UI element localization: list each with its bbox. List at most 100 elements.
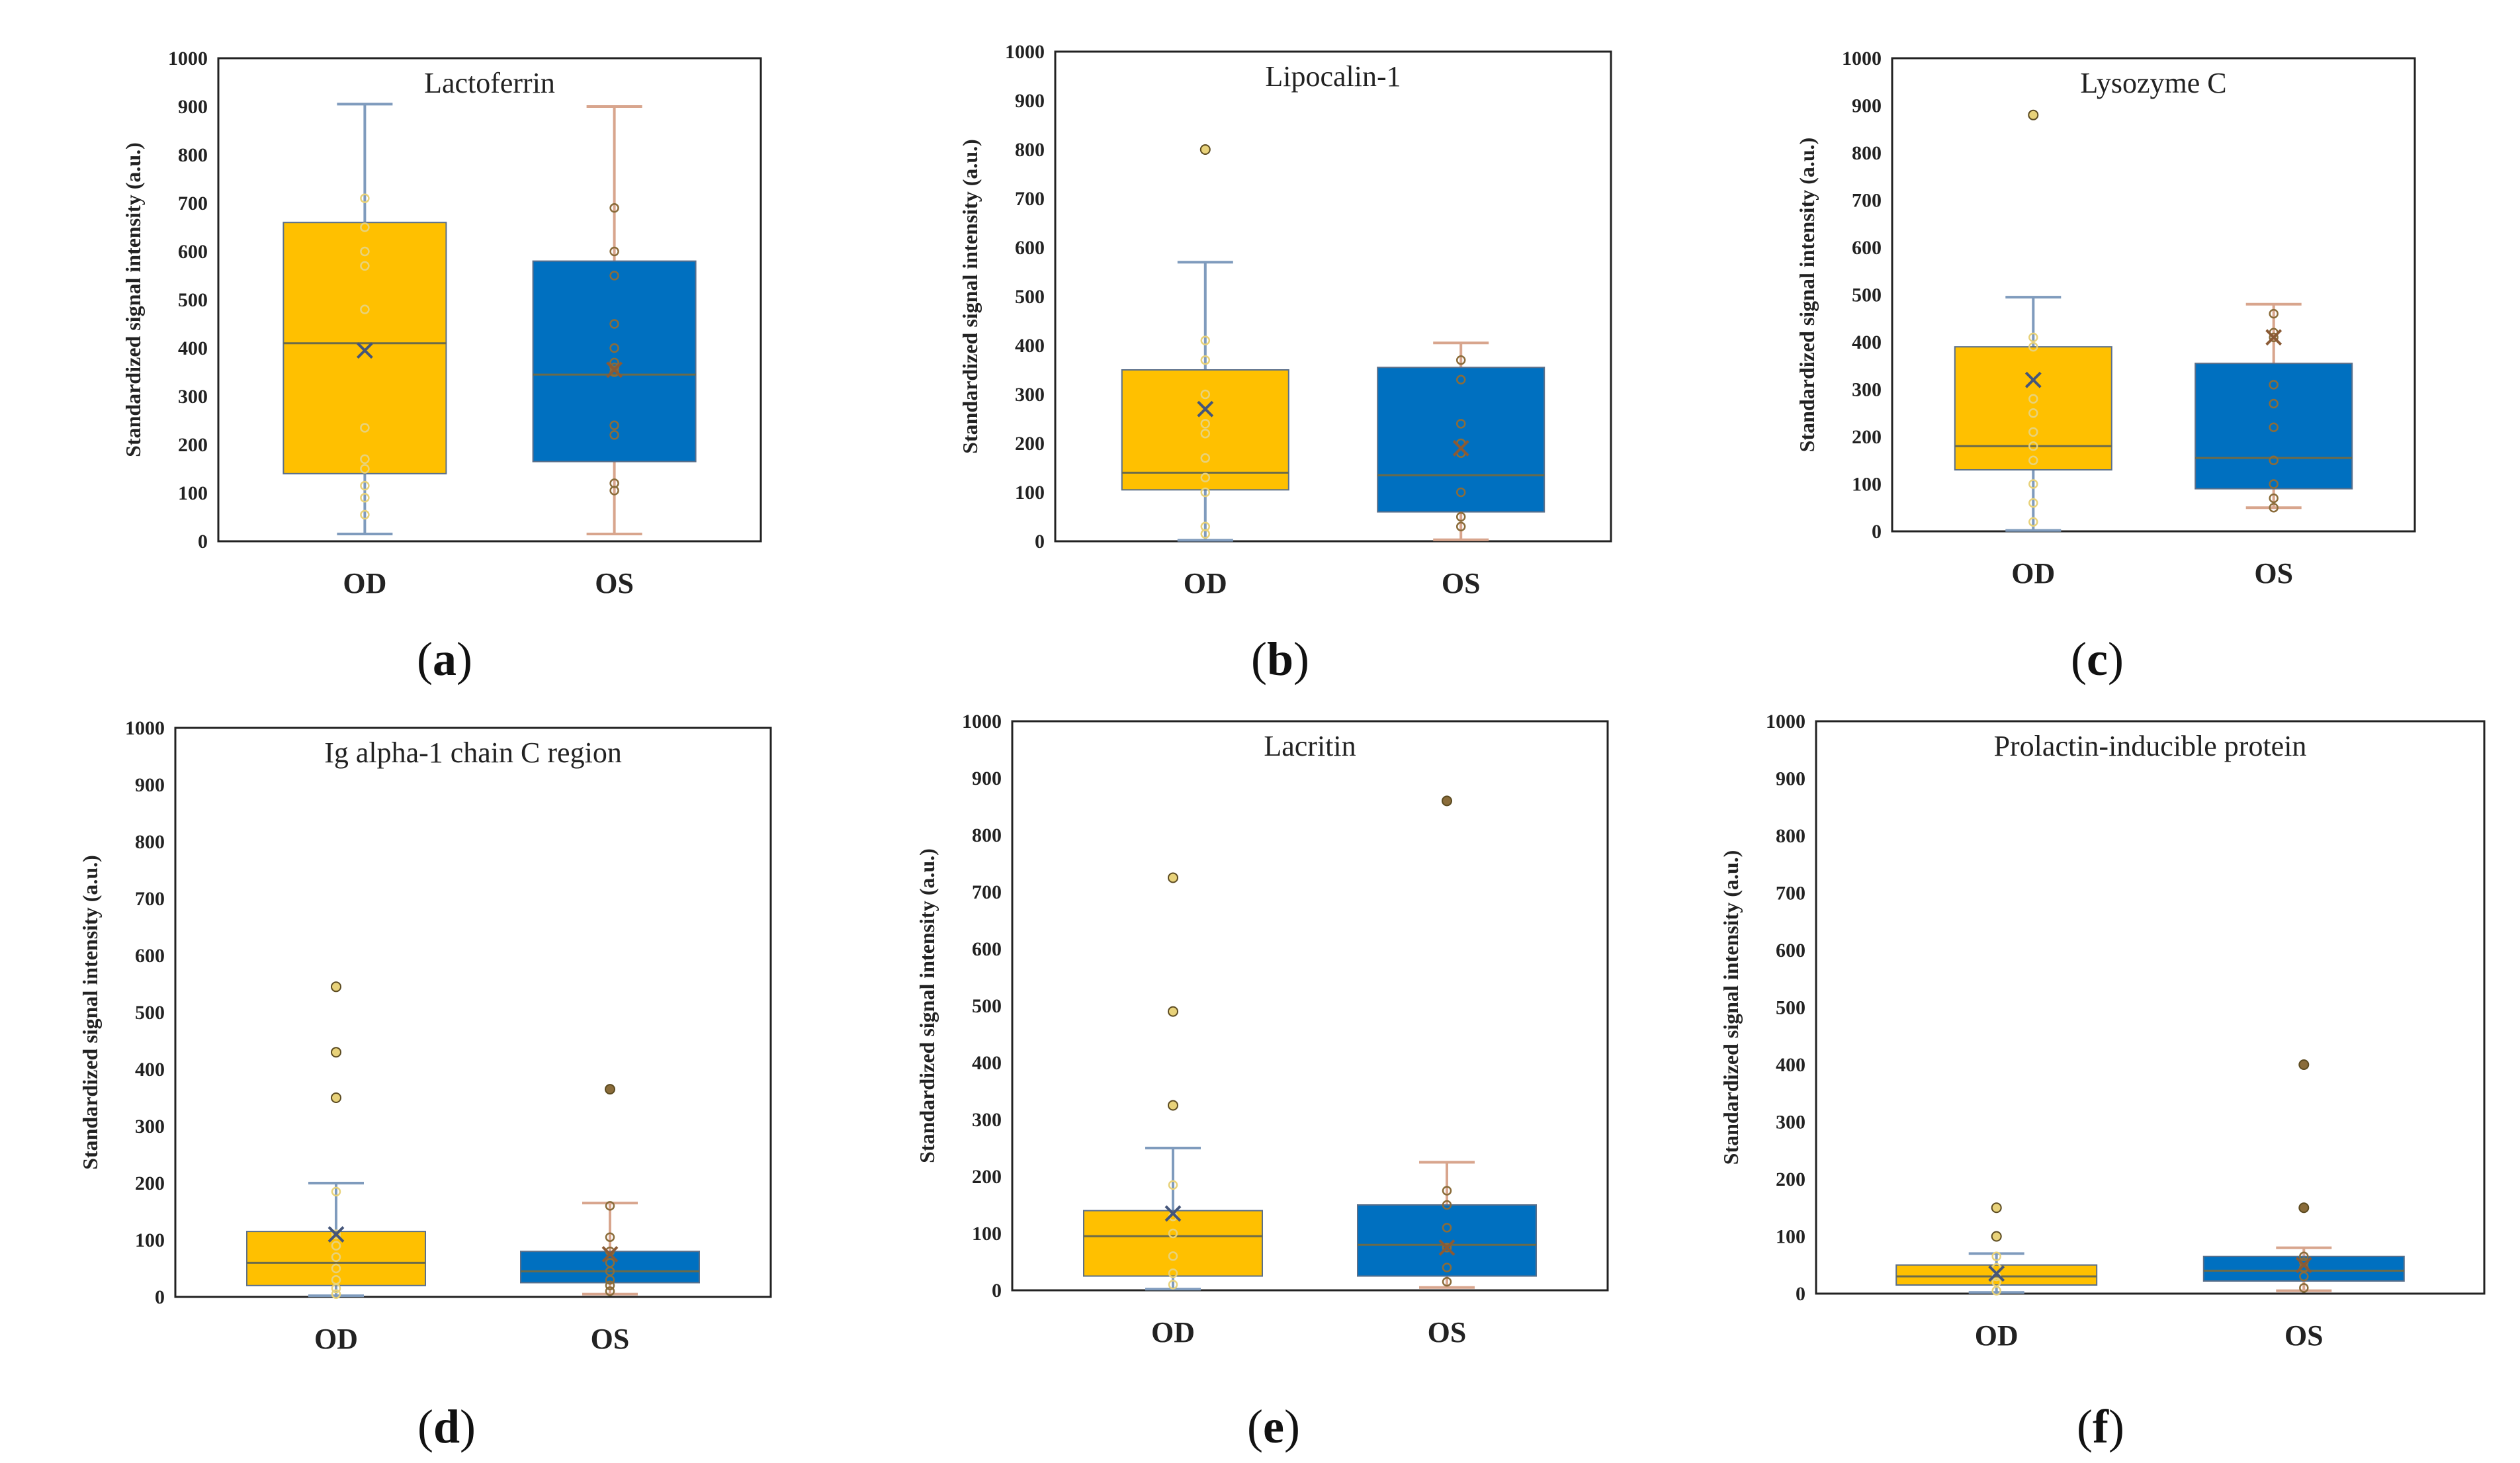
category-label: OD: [314, 1323, 358, 1355]
chart-title: Ig alpha-1 chain C region: [324, 736, 622, 769]
y-tick-label: 700: [1852, 190, 1882, 212]
box-iqr: [532, 260, 697, 463]
outlier-point: [1168, 1100, 1178, 1111]
data-point: [609, 319, 619, 329]
data-point: [609, 246, 619, 257]
data-point: [331, 1229, 341, 1239]
y-tick-label: 600: [972, 938, 1002, 960]
panel-f: 0 100 200 300 400 500 600 700 800 900 1000 Standard…: [1719, 711, 2486, 1453]
y-tick-label: 0: [992, 1280, 1002, 1302]
y-tick-label: 400: [972, 1052, 1002, 1074]
data-point: [1991, 1251, 2001, 1262]
y-tick-label: 800: [1015, 139, 1045, 161]
series-OD: [1954, 109, 2112, 532]
outlier-point: [1991, 1202, 2002, 1214]
data-point: [1442, 1243, 1452, 1253]
data-point: [2028, 479, 2038, 489]
category-label: OS: [1442, 567, 1481, 599]
y-tick-label: 800: [1852, 142, 1882, 164]
y-tick-label: 700: [972, 881, 1002, 903]
category-label: OS: [595, 567, 634, 599]
data-point: [1168, 1268, 1178, 1278]
mean-marker: [2024, 371, 2042, 388]
data-point: [2269, 308, 2279, 319]
data-point: [2028, 517, 2038, 527]
y-tick-label: 1000: [1005, 41, 1045, 63]
data-point: [360, 480, 370, 491]
y-axis-label: Standardized signal intensity (a.u.): [121, 142, 145, 457]
outlier-point: [2028, 109, 2039, 120]
chart-title: Lysozyme C: [2080, 67, 2226, 99]
data-point: [2299, 1283, 2309, 1293]
outlier-point: [331, 1047, 341, 1058]
data-point: [2269, 422, 2279, 432]
data-point: [2028, 341, 2038, 352]
y-tick-label: 400: [135, 1059, 165, 1081]
y-tick-label: 100: [1015, 482, 1045, 504]
y-tick-label: 0: [155, 1286, 165, 1308]
data-point: [1200, 419, 1211, 429]
data-point: [360, 493, 370, 503]
data-point: [605, 1286, 615, 1296]
y-tick-label: 400: [1852, 332, 1882, 353]
data-point: [1200, 389, 1211, 400]
data-point: [609, 420, 619, 431]
y-tick-label: 900: [178, 96, 208, 118]
series-OS: [1357, 795, 1537, 1289]
y-tick-label: 1000: [1766, 711, 1805, 732]
y-tick-label: 900: [1015, 90, 1045, 112]
data-point: [331, 1289, 341, 1299]
series-OS: [532, 105, 697, 536]
series-OD: [1895, 1202, 2098, 1296]
data-point: [360, 261, 370, 271]
data-point: [360, 423, 370, 433]
data-point: [1200, 472, 1211, 483]
y-tick-label: 800: [178, 144, 208, 166]
data-point: [609, 203, 619, 213]
data-point: [1456, 487, 1466, 498]
chart-title: Lacritin: [1264, 730, 1356, 762]
data-point: [1200, 521, 1211, 532]
outlier-point: [1168, 872, 1178, 883]
y-tick-label: 100: [135, 1229, 165, 1251]
y-tick-label: 900: [1852, 95, 1882, 117]
y-tick-label: 700: [1015, 188, 1045, 210]
panel-label: (e): [1247, 1400, 1300, 1453]
data-point: [331, 1263, 341, 1274]
category-label: OD: [1151, 1316, 1195, 1349]
y-tick-label: 400: [1776, 1054, 1805, 1076]
y-tick-label: 500: [178, 289, 208, 311]
y-axis-label: Standardized signal intensity (a.u.): [78, 855, 102, 1170]
chart-title: Lactoferrin: [424, 67, 555, 99]
data-point: [605, 1280, 615, 1291]
y-tick-label: 500: [135, 1002, 165, 1024]
category-label: OD: [2011, 557, 2055, 590]
outlier-point: [1991, 1231, 2002, 1242]
data-point: [609, 271, 619, 281]
y-tick-label: 300: [135, 1116, 165, 1137]
mean-marker: [356, 342, 373, 359]
y-tick-label: 900: [972, 768, 1002, 789]
mean-marker: [601, 1246, 619, 1263]
series-OS: [2202, 1059, 2405, 1293]
data-point: [2299, 1251, 2309, 1262]
panel-label: (d): [417, 1400, 476, 1453]
y-tick-label: 400: [1015, 335, 1045, 357]
y-tick-label: 600: [1015, 237, 1045, 259]
data-point: [609, 343, 619, 353]
series-OS: [1377, 341, 1545, 541]
data-point: [331, 1252, 341, 1263]
plot-frame-f: [1815, 720, 2486, 1295]
y-tick-label: 0: [1796, 1283, 1805, 1305]
plot-frame-e: [1011, 720, 1609, 1292]
data-point: [331, 1274, 341, 1285]
outlier-point: [1168, 1006, 1178, 1017]
panel-c: 0 100 200 300 400 500 600 700 800 900 1000 Standard…: [1795, 48, 2416, 686]
box-iqr: [2194, 363, 2353, 490]
data-point: [1168, 1280, 1178, 1290]
y-tick-label: 100: [178, 482, 208, 504]
outlier-point: [331, 981, 341, 993]
y-tick-label: 1000: [962, 711, 1002, 732]
data-point: [1200, 335, 1211, 345]
